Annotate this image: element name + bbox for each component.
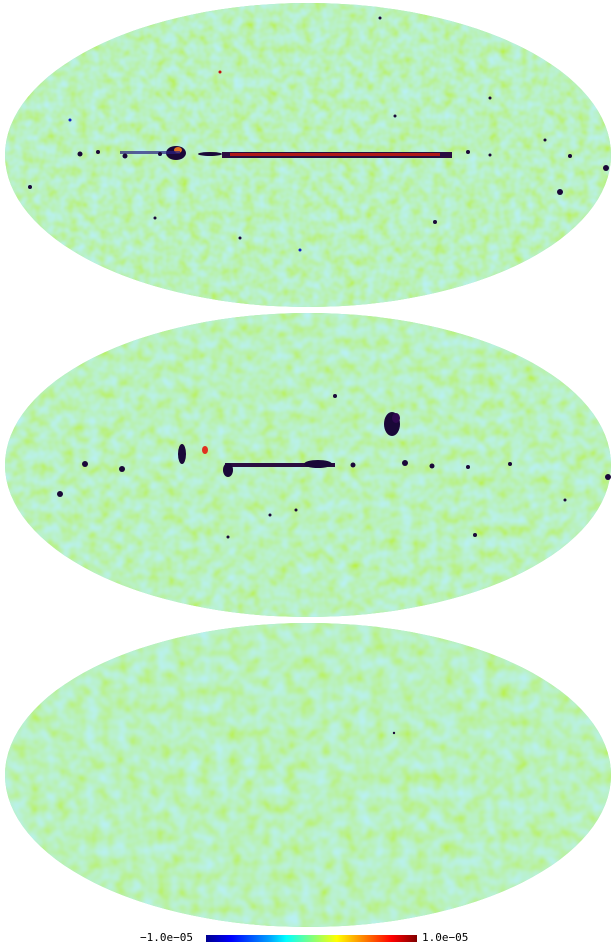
sky-map-top <box>5 3 611 307</box>
galactic-plane-residuals-top <box>28 16 609 252</box>
colorbar: −1.0e−05 1.0e−05 <box>0 929 616 949</box>
colorbar-max-label: 1.0e−05 <box>422 931 469 944</box>
colorbar-gradient <box>206 935 417 942</box>
sky-map-bottom <box>5 623 611 927</box>
colorbar-min-label: −1.0e−05 <box>140 931 193 944</box>
sky-map-middle <box>5 313 611 617</box>
galactic-plane-residuals-middle <box>57 394 611 539</box>
sky-maps-panel <box>5 3 611 927</box>
